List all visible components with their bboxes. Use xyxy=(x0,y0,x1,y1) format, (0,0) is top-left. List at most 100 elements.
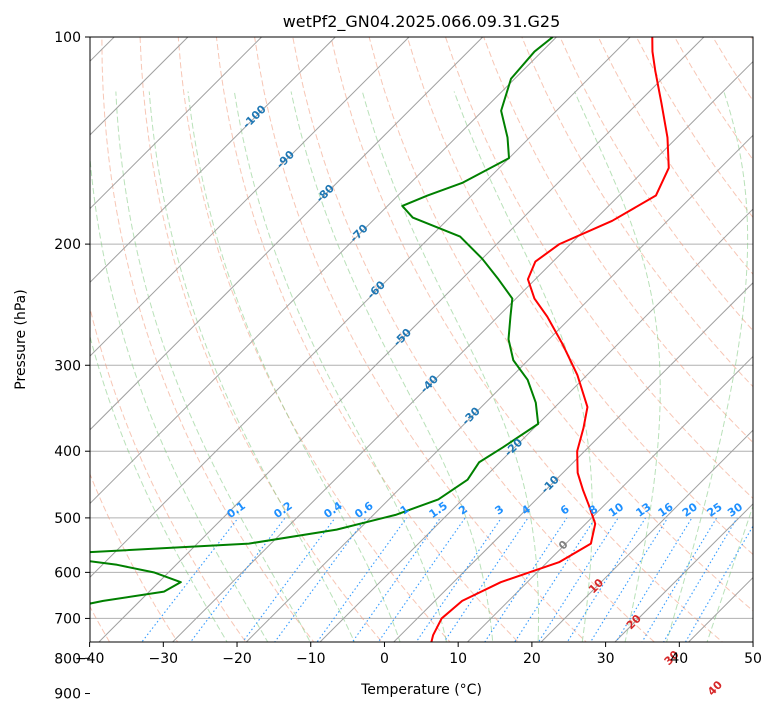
y-tick-label: 400 xyxy=(54,444,81,460)
isotherm-line xyxy=(171,60,753,642)
x-tick-label: 40 xyxy=(670,651,688,667)
isotherm-label: -80 xyxy=(314,182,337,205)
isotherm-line xyxy=(665,37,775,708)
x-tick-label: 30 xyxy=(597,651,615,667)
dry-adiabat-line xyxy=(139,37,383,642)
dry-adiabat-line xyxy=(521,37,753,388)
isotherm-line xyxy=(245,134,753,642)
dry-adiabat-line xyxy=(712,37,753,102)
y-axis-label: Pressure (hPa) xyxy=(13,289,29,389)
mixing-ratio-line xyxy=(537,517,619,642)
y-tick-label: 500 xyxy=(54,511,81,527)
moist-adiabat-line xyxy=(90,152,269,642)
mixing-ratio-line xyxy=(141,517,239,642)
mixing-ratio-line xyxy=(684,525,753,642)
dry-adiabat-line xyxy=(90,306,247,642)
y-tick-label: 300 xyxy=(54,358,81,374)
moist-adiabat-line xyxy=(706,504,753,642)
isotherm-label: -10 xyxy=(539,473,562,496)
x-tick-label: −40 xyxy=(75,651,105,667)
isotherm-line xyxy=(540,429,753,642)
isotherm-label: 20 xyxy=(624,612,644,632)
line-labels: 0.1 0.2 0.4 0.6 1 1.5 2 3 4 6 8 10 13 16 20 25 30-100-90… xyxy=(224,102,745,698)
moist-adiabat-line xyxy=(90,334,228,642)
mixing-ratio-label: 30 xyxy=(725,500,745,520)
dry-adiabat-line xyxy=(483,37,753,444)
mixing-ratio-label: 3 xyxy=(493,503,507,518)
isotherm-label: 0 xyxy=(556,538,571,553)
isotherm-line xyxy=(393,282,753,642)
isotherm-line xyxy=(687,576,753,642)
mixing-ratio-line xyxy=(514,517,596,642)
moist-adiabat-line xyxy=(148,91,355,642)
isotherm-line xyxy=(90,37,484,431)
chart-title: wetPf2_GN04.2025.066.09.31.G25 xyxy=(283,12,561,32)
mixing-ratio-label: 10 xyxy=(606,500,626,520)
dry-adiabat-line xyxy=(368,37,753,612)
isotherm-label: -70 xyxy=(347,222,370,245)
mixing-ratio-line xyxy=(351,517,441,642)
isotherm-line xyxy=(90,37,262,210)
mixing-ratio-label: 6 xyxy=(558,502,572,517)
moist-adiabat-line xyxy=(666,91,749,642)
isotherm-label: -50 xyxy=(391,326,414,349)
isotherm-line xyxy=(90,37,336,284)
y-tick-label: 800 xyxy=(54,651,81,667)
mixing-ratio-line xyxy=(443,517,529,642)
mixing-ratio-label: 25 xyxy=(705,500,725,519)
mixing-ratio-line xyxy=(377,517,466,642)
y-tick-label: 200 xyxy=(54,237,81,253)
dry-adiabat-line xyxy=(90,473,179,642)
x-tick-label: −10 xyxy=(296,651,326,667)
dry-adiabat-line xyxy=(674,37,753,161)
temperature-profile-line xyxy=(430,37,670,642)
moist-adiabat-line xyxy=(115,91,311,642)
profile-lines xyxy=(90,37,670,642)
isotherm-line xyxy=(98,37,705,642)
x-tick-label: −20 xyxy=(222,651,252,667)
moist-adiabat-line xyxy=(361,91,540,642)
isotherm-label: -60 xyxy=(365,278,388,301)
dry-adiabat-line xyxy=(330,37,724,642)
mixing-ratio-line xyxy=(615,517,693,642)
isotherm-line xyxy=(90,37,410,357)
moist-adiabat-line xyxy=(574,91,661,642)
dry-adiabat-line xyxy=(445,37,753,500)
isotherm-line xyxy=(90,37,557,505)
isotherm-line xyxy=(90,37,631,578)
isotherm-label: -30 xyxy=(460,404,483,427)
mixing-ratio-label: 8 xyxy=(587,503,601,518)
isotherm-label: -20 xyxy=(502,436,525,459)
dry-adiabat-line xyxy=(215,37,519,642)
dry-adiabat-line xyxy=(101,37,315,642)
x-tick-label: 20 xyxy=(523,651,541,667)
moist-adiabat-line xyxy=(290,91,494,642)
moist-adiabat-line xyxy=(453,91,593,642)
plot-frame xyxy=(89,36,754,643)
y-tick-label: 700 xyxy=(54,611,81,627)
x-tick-label: 0 xyxy=(380,651,389,667)
dry-adiabat-line xyxy=(750,37,753,42)
dry-adiabat-line xyxy=(254,37,587,642)
mixing-ratio-label: 2 xyxy=(456,503,470,518)
x-tick-label: −30 xyxy=(149,651,179,667)
dry-adiabat-line xyxy=(559,37,753,332)
dewpoint-profile-line xyxy=(90,37,554,605)
mixing-ratio-line xyxy=(484,517,568,642)
background-lines xyxy=(90,37,775,708)
axes: −40 −30 −20 −10 0 10 20 30 40 50 100 200 300 400 500 6 0… xyxy=(54,30,762,703)
mixing-ratio-line xyxy=(316,517,408,642)
mixing-ratio-line xyxy=(641,517,718,642)
isotherm-label: -100 xyxy=(240,102,269,131)
y-tick-label: 900 xyxy=(54,687,81,703)
mixing-ratio-line xyxy=(415,517,502,642)
isotherm-label: -90 xyxy=(274,148,297,171)
mixing-ratio-label: 16 xyxy=(656,500,676,520)
y-tick-label: 100 xyxy=(54,30,81,46)
isotherm-line xyxy=(319,208,753,642)
isotherm-label: -40 xyxy=(418,372,441,395)
mixing-ratio-label: 20 xyxy=(680,500,700,520)
dry-adiabat-line xyxy=(292,37,656,642)
isotherm-line xyxy=(466,355,753,642)
x-tick-label: 50 xyxy=(744,651,762,667)
